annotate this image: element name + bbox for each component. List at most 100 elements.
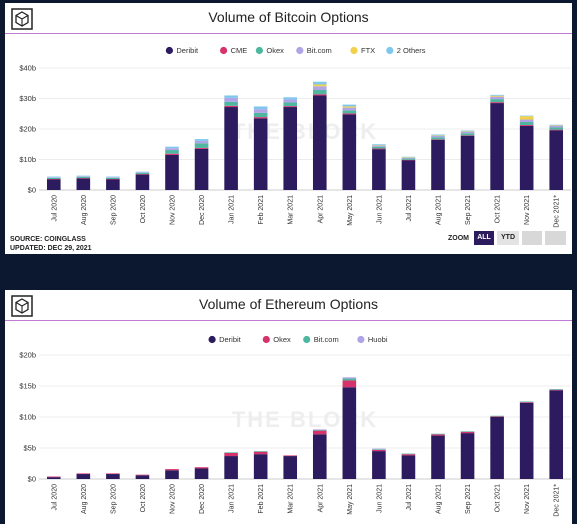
bar-segment (519, 125, 534, 190)
bar-segment (342, 380, 357, 388)
bar-segment (106, 474, 120, 479)
bar-segment (76, 176, 91, 179)
bar-segment (490, 96, 504, 100)
bar-segment (46, 177, 61, 178)
x-tick-label: Nov 2021 (524, 484, 531, 514)
bar-segment (106, 176, 120, 178)
bar-segment (253, 112, 268, 118)
bar-segment (224, 456, 238, 479)
x-tick-label: Feb 2021 (258, 484, 265, 514)
bar-segment (312, 94, 327, 96)
bar-segment (342, 113, 357, 115)
zoom-all-button[interactable]: ALL (474, 231, 494, 245)
bar-segment (165, 470, 179, 479)
y-tick-label: $10b (19, 155, 36, 164)
bar-segment (76, 474, 91, 479)
bar-segment (519, 121, 534, 126)
bitcoin-options-panel: Volume of Bitcoin Options THE BLOCK Derib… (5, 3, 572, 254)
bar-segment (401, 158, 416, 160)
updated-label: UPDATED: DEC 29, 2021 (10, 244, 92, 252)
zoom-label: ZOOM (448, 235, 469, 242)
x-tick-label: Dec 2020 (199, 195, 206, 225)
legend-item: 2 Others (397, 46, 426, 55)
x-tick-label: Sep 2021 (465, 195, 472, 225)
bar-segment (253, 451, 268, 455)
bar-segment (106, 473, 120, 475)
x-tick-label: Feb 2021 (258, 195, 265, 225)
bar-segment (165, 469, 179, 471)
bar-segment (401, 453, 416, 455)
x-tick-label: Mar 2021 (288, 484, 295, 514)
bar-segment (342, 387, 357, 479)
bar-segment (76, 175, 91, 177)
zoom-ytd-button[interactable]: YTD (497, 231, 519, 245)
legend-item: Okex (266, 46, 284, 55)
bar-segment (401, 455, 416, 479)
bar-segment (401, 454, 416, 456)
bar-segment (253, 118, 268, 190)
bar-segment (490, 99, 504, 103)
bar-segment (312, 430, 327, 435)
x-tick-label: Mar 2021 (288, 195, 295, 225)
bar-segment (519, 402, 534, 403)
bar-segment (549, 124, 564, 126)
bar-segment (460, 433, 475, 479)
zoom-blank-button[interactable] (545, 231, 566, 245)
bar-segment (431, 433, 445, 435)
y-tick-label: $40b (19, 64, 36, 73)
legend-item: CME (231, 46, 248, 55)
bar-segment (312, 429, 327, 431)
y-tick-label: $0 (28, 475, 36, 484)
bar-segment (165, 146, 179, 149)
legend-swatch (165, 46, 173, 55)
bar-segment (283, 455, 298, 457)
bar-segment (431, 434, 445, 436)
y-tick-label: $30b (19, 94, 36, 103)
bar-segment (460, 135, 475, 190)
bar-segment (549, 390, 564, 479)
y-tick-label: $0 (28, 186, 36, 195)
bar-segment (519, 119, 534, 122)
bar-segment (431, 139, 445, 190)
bar-segment (431, 135, 445, 136)
bar-segment (549, 130, 564, 190)
bar-segment (224, 97, 238, 102)
bar-segment (401, 157, 416, 158)
bar-segment (431, 137, 445, 140)
zoom-blank-button[interactable] (522, 231, 542, 245)
bar-segment (46, 176, 61, 178)
bar-segment (519, 125, 534, 126)
legend-swatch (296, 46, 304, 55)
bar-segment (76, 176, 91, 177)
x-tick-label: Sep 2020 (110, 484, 117, 514)
legend-swatch (208, 335, 216, 344)
watermark: THE BLOCK (232, 407, 378, 432)
chart-header: Volume of Ethereum Options (5, 290, 572, 321)
bitcoin-options-bar-chart: THE BLOCK Deribit CME Okex Bit.com FTX 2 Other… (19, 46, 571, 228)
bar-segment (46, 177, 61, 180)
bar-segment (135, 172, 150, 175)
bar-segment (460, 131, 475, 134)
bar-segment (372, 144, 386, 146)
bar-segment (106, 177, 120, 178)
ethereum-options-bar-chart: THE BLOCK Deribit Okex Bit.com Huobi $0 $5b $10… (19, 335, 571, 517)
x-tick-label: Dec 2021* (554, 484, 561, 517)
bar-segment (224, 452, 238, 453)
x-tick-label: Oct 2021 (495, 195, 502, 224)
bar-segment (194, 143, 209, 148)
bar-segment (342, 377, 357, 379)
bar-segment (135, 474, 150, 476)
bar-segment (342, 107, 357, 111)
bar-segment (46, 477, 61, 479)
bar-segment (194, 139, 209, 141)
bar-segment (312, 84, 327, 87)
bar-segment (549, 125, 564, 126)
legend-swatch (220, 46, 228, 55)
bar-segment (165, 150, 179, 154)
bar-segment (490, 102, 504, 104)
bar-segment (401, 156, 416, 158)
bar-segment (46, 179, 61, 180)
watermark: THE BLOCK (232, 119, 378, 144)
legend-item: Huobi (368, 335, 388, 344)
bar-segment (312, 95, 327, 190)
